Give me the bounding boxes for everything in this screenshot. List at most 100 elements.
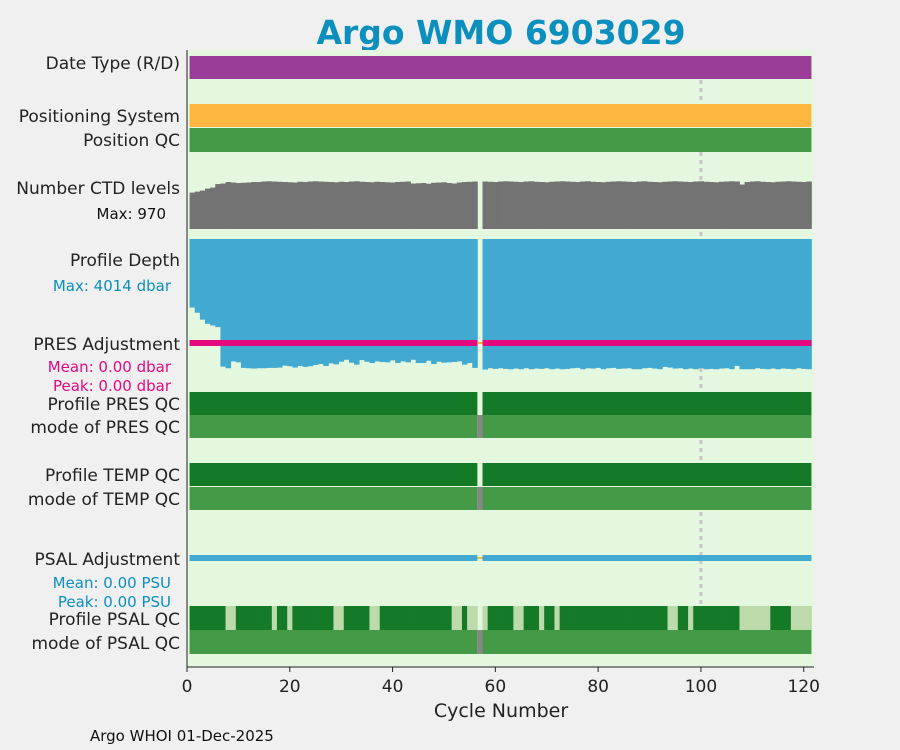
ctd-levels-bar [395, 182, 401, 229]
row-label-date-type: Date Type (R/D) [46, 54, 180, 74]
chart-title: Argo WMO 6903029 [316, 13, 685, 52]
profile-depth-bar [734, 239, 740, 366]
profile-depth-bar [405, 239, 411, 363]
profile-psal-qc-cell [312, 606, 319, 630]
profile-psal-qc-cell [636, 606, 643, 630]
profile-depth-bar [194, 239, 201, 313]
profile-depth-bar [467, 239, 473, 364]
profile-psal-qc-cell [569, 606, 576, 630]
profile-depth-bar [729, 239, 735, 370]
ctd-levels-bar [539, 182, 545, 229]
profile-psal-qc-cell [359, 606, 365, 630]
ctd-levels-bar [775, 181, 781, 229]
profile-depth-bar [282, 239, 288, 366]
profile-depth-bar [390, 239, 396, 361]
profile-depth-bar [235, 239, 242, 363]
profile-depth-bar [425, 239, 432, 361]
profile-psal-qc-cell [436, 606, 442, 630]
profile-depth-bar [780, 239, 787, 369]
profile-depth-bar [302, 239, 309, 367]
profile-psal-qc-cell [420, 606, 427, 630]
ctd-levels-bar [420, 183, 427, 229]
psal-adjustment-missing [477, 557, 483, 559]
ctd-levels-bar [667, 181, 674, 229]
profile-psal-qc-cell [729, 606, 735, 630]
profile-psal-qc-cell [461, 606, 468, 630]
profile-depth-bar [785, 239, 792, 369]
profile-depth-bar [292, 239, 298, 368]
profile-depth-bar [688, 239, 694, 369]
profile-psal-qc-cell [626, 606, 632, 630]
profile-depth-bar [718, 239, 725, 369]
profile-psal-qc-cell [246, 606, 252, 630]
profile-depth-bar [266, 239, 273, 368]
profile-depth-bar [261, 239, 268, 369]
profile-depth-bar [667, 239, 674, 368]
ctd-levels-bar [379, 182, 386, 229]
mode-pres-qc-bar-missing [477, 415, 483, 438]
row-label-mode-pres-qc: mode of PRES QC [30, 418, 180, 438]
pres-adjustment-missing [477, 342, 483, 344]
ctd-levels-bar [513, 181, 519, 229]
ctd-levels-bar [328, 182, 334, 229]
ctd-levels-bar [384, 182, 391, 229]
ctd-levels-bar [693, 181, 699, 229]
profile-depth-bar [482, 239, 489, 370]
profile-psal-qc-cell [415, 606, 422, 630]
profile-psal-qc-cell [806, 606, 812, 630]
profile-psal-qc-cell [379, 606, 386, 630]
row-label-position-qc: Position QC [83, 131, 180, 151]
ctd-levels-bar [390, 182, 396, 229]
profile-depth-bar [271, 239, 278, 368]
ctd-levels-bar [749, 181, 756, 229]
ctd-levels-bar [225, 182, 232, 229]
ctd-levels-bar [271, 181, 278, 229]
profile-depth-bar [446, 239, 453, 363]
ctd-levels-bar [765, 182, 771, 229]
ctd-levels-bar [713, 182, 720, 229]
profile-psal-qc-cell [513, 606, 519, 630]
ctd-levels-bar [718, 181, 725, 229]
profile-psal-qc-cell [199, 606, 206, 630]
profile-depth-bar [760, 239, 766, 369]
ctd-levels-bar [610, 181, 617, 229]
profile-depth-bar [297, 239, 304, 366]
row-label-mode-temp-qc: mode of TEMP QC [28, 490, 180, 510]
ctd-levels-bar [276, 181, 283, 229]
profile-psal-qc-cell [230, 606, 237, 630]
profile-depth-bar [287, 239, 293, 367]
profile-psal-qc-cell [667, 606, 674, 630]
profile-depth-bar [646, 239, 653, 368]
profile-psal-qc-cell [718, 606, 725, 630]
profile-psal-qc-cell [760, 606, 766, 630]
ctd-levels-bar [734, 181, 740, 229]
ctd-levels-bar [323, 181, 329, 229]
profile-depth-bar [564, 239, 571, 369]
profile-psal-qc-cell [261, 606, 268, 630]
ctd-levels-bar [487, 181, 494, 229]
profile-psal-qc-cell [446, 606, 453, 630]
ctd-levels-bar [580, 181, 586, 229]
profile-psal-qc-cell [575, 606, 581, 630]
ctd-levels-bar [662, 181, 668, 229]
row-label-positioning-system: Positioning System [19, 107, 180, 127]
profile-psal-qc-cell [307, 606, 314, 630]
ctd-levels-bar [760, 181, 766, 229]
ctd-levels-bar [230, 182, 237, 229]
ctd-levels-bar [441, 182, 447, 229]
profile-depth-bar [739, 239, 746, 370]
mode-psal-qc-bar-missing [477, 630, 483, 654]
profile-depth-bar [806, 239, 812, 370]
ctd-levels-bar [446, 183, 453, 229]
profile-depth-bar [775, 239, 781, 370]
ctd-levels-bar [729, 181, 735, 229]
profile-depth-bar [215, 239, 221, 328]
profile-psal-qc-cell [703, 606, 710, 630]
profile-psal-qc-cell [194, 606, 201, 630]
profile-psal-qc-cell [559, 606, 566, 630]
profile-psal-qc-cell [600, 606, 607, 630]
profile-pres-qc-bar-a [189, 392, 478, 415]
ctd-levels-bar [646, 181, 653, 229]
profile-depth-bar [575, 239, 581, 368]
ctd-levels-bar [780, 181, 787, 229]
